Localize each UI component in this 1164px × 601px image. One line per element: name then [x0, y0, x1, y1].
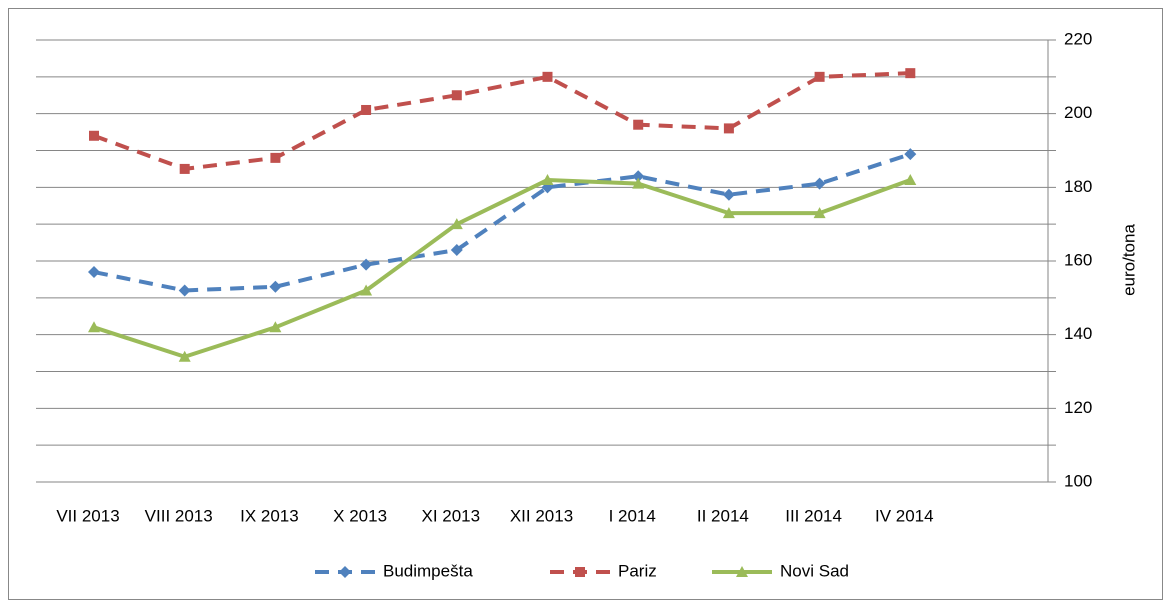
x-tick-label: XII 2013	[510, 506, 573, 525]
point-marker	[633, 119, 644, 130]
point-marker	[541, 173, 554, 185]
point-marker	[632, 177, 645, 189]
legend-label: Pariz	[618, 561, 657, 580]
point-marker	[542, 71, 553, 82]
x-tick-label: VII 2013	[56, 506, 119, 525]
point-marker	[722, 188, 735, 201]
x-tick-label: II 2014	[697, 506, 749, 525]
x-tick-label: IX 2013	[240, 506, 299, 525]
series-line	[93, 177, 911, 359]
point-marker	[178, 284, 191, 297]
point-marker	[451, 90, 462, 101]
point-marker	[905, 68, 916, 79]
point-marker	[88, 321, 100, 333]
point-marker	[89, 130, 99, 141]
point-marker	[723, 123, 734, 134]
y-tick-label: 200	[1064, 103, 1092, 122]
legend-label: Budimpešta	[383, 561, 473, 580]
point-marker	[632, 170, 645, 183]
point-marker	[813, 177, 826, 190]
y-tick-label: 160	[1064, 250, 1092, 269]
point-marker	[813, 207, 826, 219]
legend-marker	[736, 566, 748, 577]
point-marker	[360, 284, 373, 296]
point-marker	[361, 104, 372, 115]
chart-border	[8, 8, 1163, 600]
series-line	[93, 71, 911, 171]
legend-marker	[339, 566, 351, 578]
point-marker	[360, 258, 373, 271]
legend-label: Novi Sad	[780, 561, 849, 580]
x-tick-label: VIII 2013	[145, 506, 213, 525]
y-tick-label: 220	[1064, 29, 1092, 48]
point-marker	[179, 163, 190, 174]
y-tick-label: 120	[1064, 398, 1092, 417]
point-marker	[269, 321, 282, 333]
legend-marker	[575, 567, 585, 577]
point-marker	[269, 280, 282, 293]
point-marker	[450, 218, 463, 230]
x-tick-label: IV 2014	[875, 506, 934, 525]
y-tick-label: 100	[1064, 471, 1092, 490]
series-line	[93, 152, 911, 293]
point-marker	[178, 350, 191, 362]
point-marker	[270, 152, 281, 163]
point-marker	[904, 173, 917, 185]
y-tick-label: 180	[1064, 177, 1092, 196]
x-tick-label: I 2014	[609, 506, 656, 525]
y-tick-label: 140	[1064, 324, 1092, 343]
point-marker	[88, 266, 100, 279]
y-axis-title: euro/tona	[1119, 224, 1138, 296]
point-marker	[722, 207, 735, 219]
point-marker	[450, 243, 463, 256]
x-tick-label: III 2014	[785, 506, 842, 525]
point-marker	[904, 148, 917, 161]
point-marker	[814, 71, 825, 82]
x-tick-label: X 2013	[333, 506, 387, 525]
x-tick-label: XI 2013	[421, 506, 480, 525]
